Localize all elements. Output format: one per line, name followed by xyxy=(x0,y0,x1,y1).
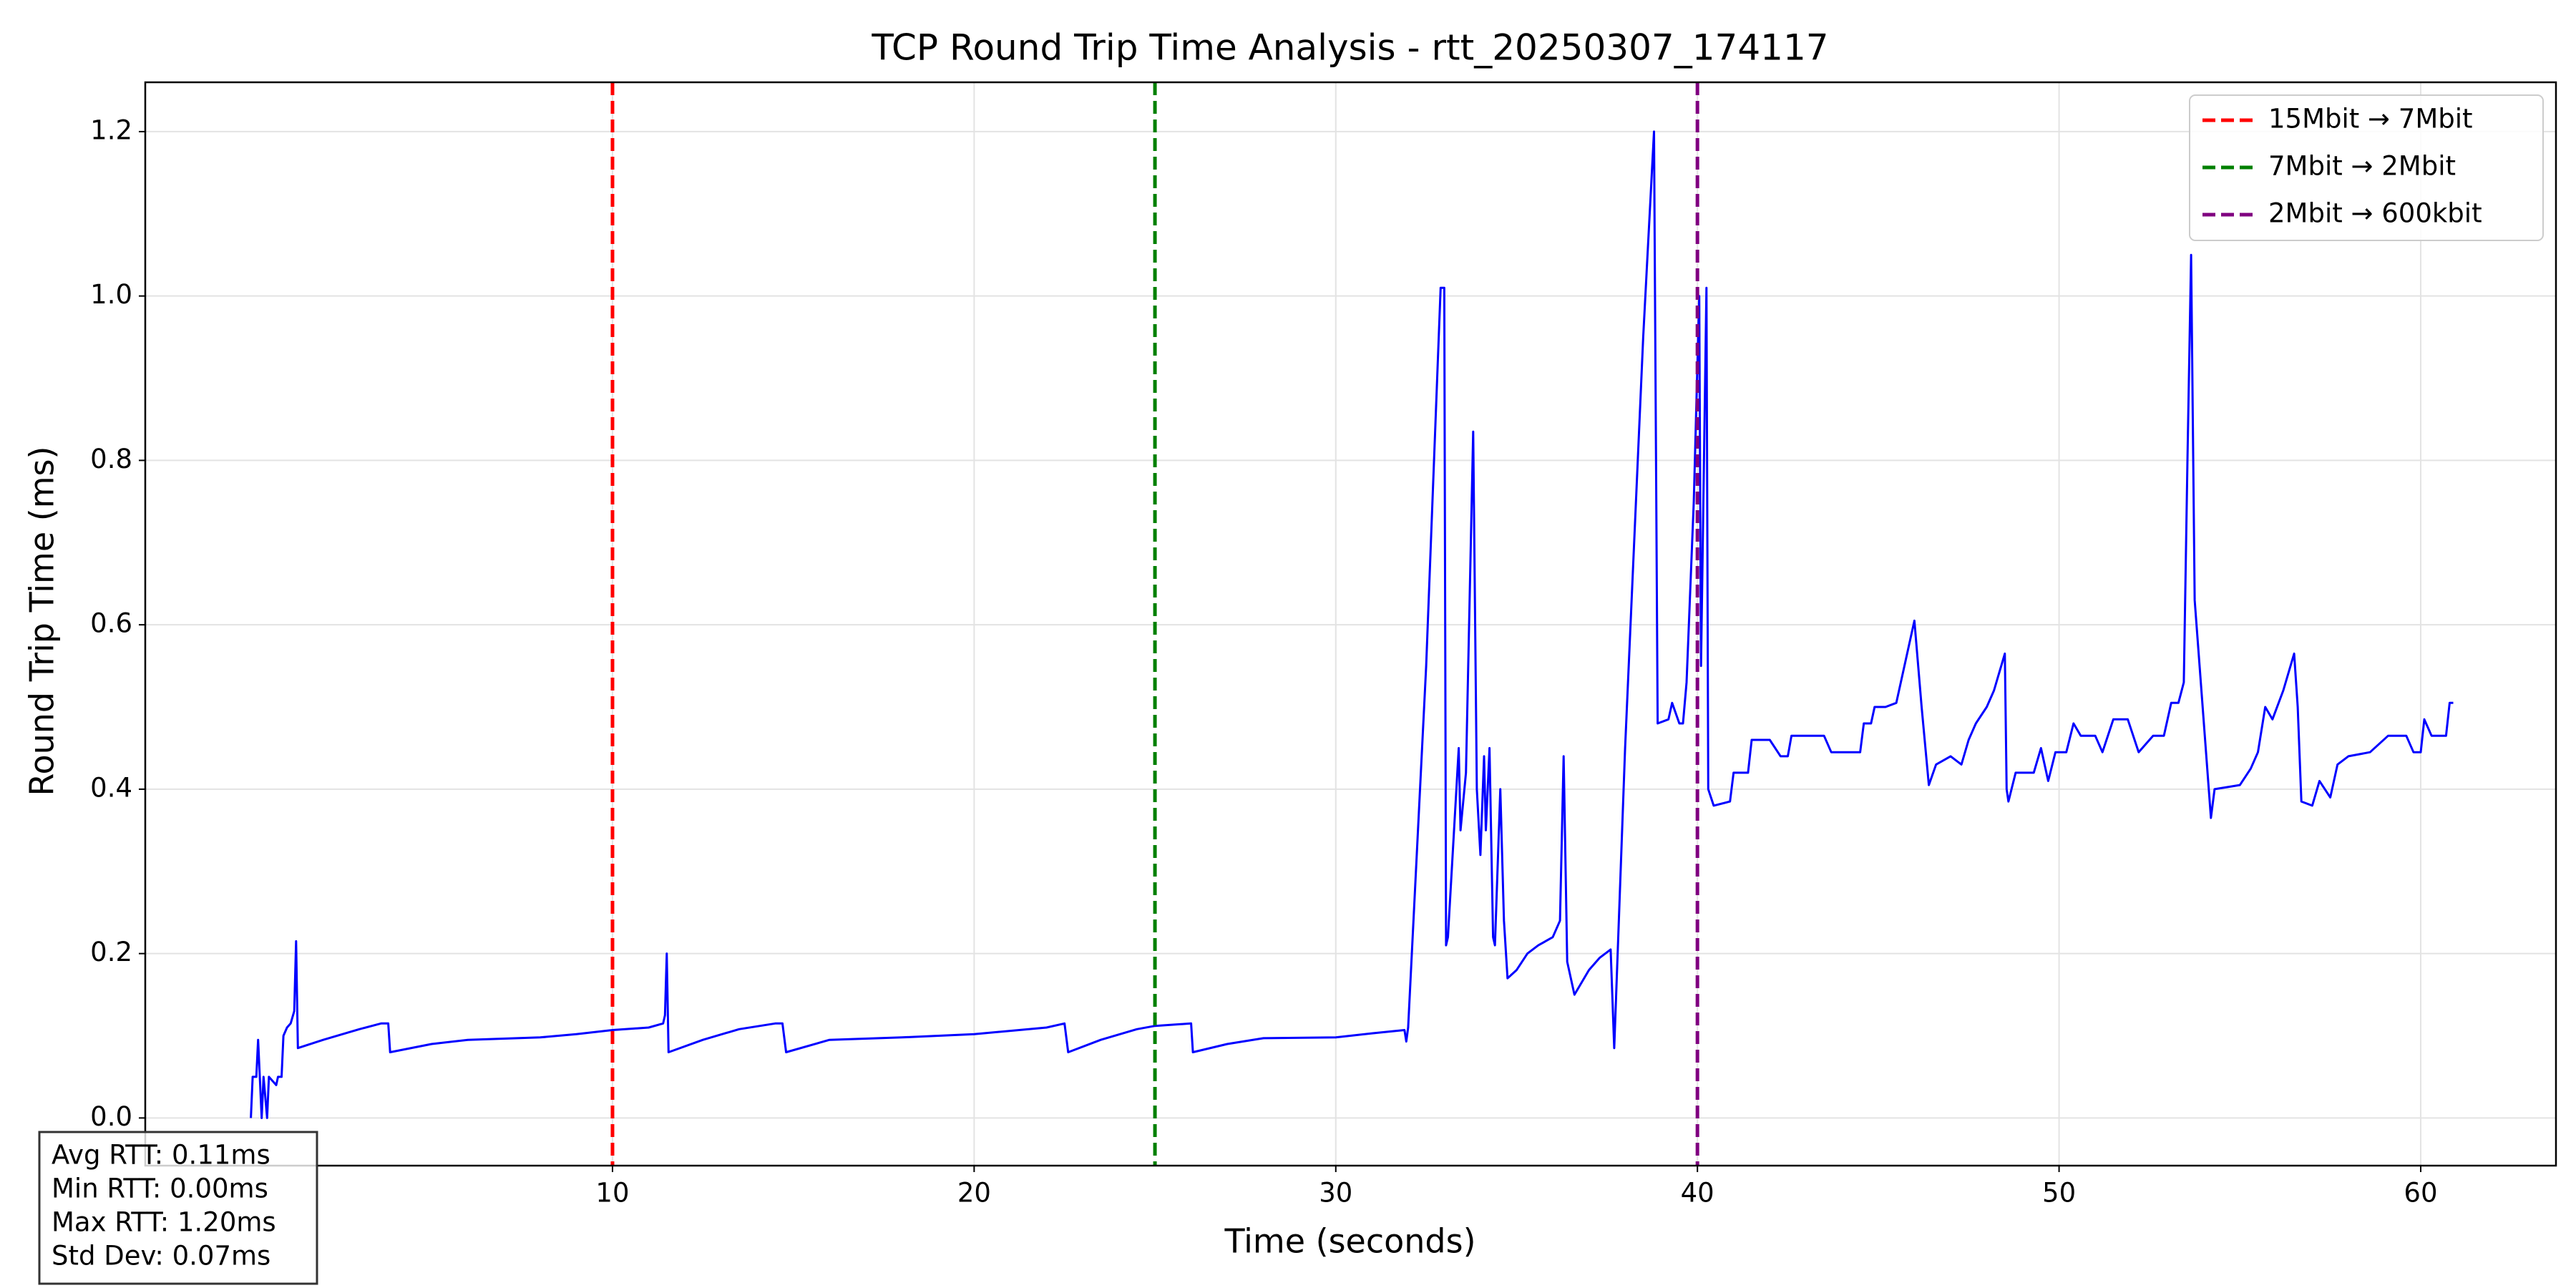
legend-box xyxy=(2189,94,2544,241)
y-tick-label: 0.6 xyxy=(90,608,132,639)
x-tick-label: 50 xyxy=(2042,1178,2076,1209)
y-tick-label: 0.8 xyxy=(90,444,132,474)
stats-line: Avg RTT: 0.11ms xyxy=(52,1140,270,1171)
y-tick-label: 0.2 xyxy=(90,937,132,967)
y-tick-label: 1.0 xyxy=(90,279,132,310)
stats-line: Std Dev: 0.07ms xyxy=(52,1241,270,1272)
stats-line: Max RTT: 1.20ms xyxy=(52,1207,276,1238)
x-tick-label: 10 xyxy=(595,1178,629,1209)
y-tick-label: 0.0 xyxy=(90,1101,132,1132)
x-tick-label: 60 xyxy=(2404,1178,2437,1209)
y-tick-label: 0.4 xyxy=(90,772,132,803)
chart-title: TCP Round Trip Time Analysis - rtt_20250… xyxy=(871,27,1828,69)
legend-label: 7Mbit → 2Mbit xyxy=(2268,151,2456,182)
x-tick-label: 30 xyxy=(1319,1178,1352,1209)
y-axis-label: Round Trip Time (ms) xyxy=(23,447,62,796)
y-tick-label: 1.2 xyxy=(90,114,132,145)
legend-label: 15Mbit → 7Mbit xyxy=(2268,104,2473,135)
plot-frame xyxy=(144,81,2557,1167)
rtt-line xyxy=(250,130,2454,1119)
x-tick-label: 20 xyxy=(957,1178,991,1209)
x-tick-label: 40 xyxy=(1681,1178,1714,1209)
stats-box xyxy=(38,1131,318,1285)
x-axis-label: Time (seconds) xyxy=(1224,1222,1475,1261)
stats-line: Min RTT: 0.00ms xyxy=(52,1174,268,1204)
legend-label: 2Mbit → 600kbit xyxy=(2268,198,2482,229)
